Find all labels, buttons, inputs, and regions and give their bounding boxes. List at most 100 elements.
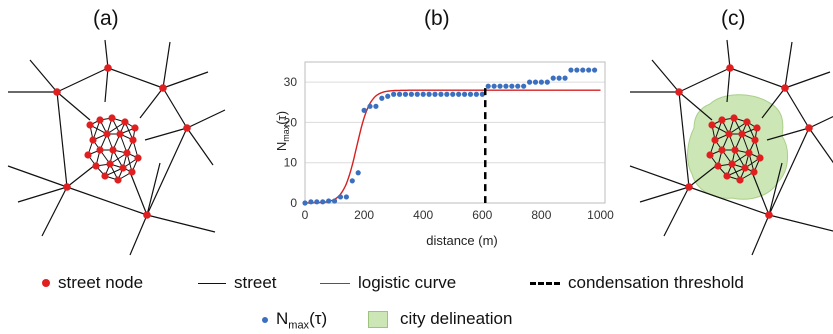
street-node (103, 130, 111, 138)
y-axis-title: Nmax(τ) (274, 111, 291, 151)
nmax-point (349, 178, 355, 184)
street-segment (146, 214, 216, 233)
panel-a-label: (a) (93, 7, 119, 30)
nmax-point (473, 91, 479, 97)
street-node (101, 172, 109, 180)
street-segment (678, 91, 713, 121)
nmax-point (491, 83, 497, 89)
street-segment (146, 162, 161, 216)
street-segment (651, 59, 680, 93)
street-node (743, 118, 751, 126)
legend-city: city delineation (368, 309, 512, 329)
street-node (753, 124, 761, 132)
street-segment (104, 67, 109, 103)
street-segment (726, 39, 731, 69)
street-node (86, 121, 94, 129)
x-tick-label: 0 (302, 208, 309, 222)
street-node (730, 114, 738, 122)
threshold-dash-icon (530, 281, 560, 285)
nmax-point (408, 91, 414, 97)
street-segment (728, 121, 748, 135)
nmax-point (355, 170, 361, 176)
y-tick-label: 20 (284, 115, 298, 129)
street-node (726, 64, 734, 72)
street-node (756, 154, 764, 162)
street-segment (162, 71, 209, 89)
legend-street: street (198, 273, 277, 293)
street-node (89, 136, 97, 144)
nmax-point (509, 83, 515, 89)
nmax-point (302, 200, 308, 206)
street-segment (56, 67, 109, 93)
y-axis-title-main: N (274, 142, 289, 151)
x-tick-label: 200 (354, 208, 374, 222)
nmax-point (556, 75, 562, 81)
nmax-point (550, 75, 556, 81)
chart-axes: 0 10 20 30 0 200 400 600 800 1000 (284, 61, 614, 222)
y-tick-label: 0 (290, 196, 297, 210)
nmax-point (591, 67, 598, 73)
street-line-icon (198, 282, 226, 284)
x-tick-label: 600 (472, 208, 492, 222)
x-tick-label: 800 (531, 208, 551, 222)
nmax-point (308, 199, 314, 205)
street-node (108, 114, 116, 122)
street-segment (808, 127, 833, 164)
street-node (706, 151, 714, 159)
nmax-point (432, 91, 438, 97)
street-segment (629, 165, 690, 188)
nmax-point (426, 91, 432, 97)
legend-nmax: Nmax(τ) (262, 309, 327, 331)
street-segment (162, 87, 188, 129)
street-segment (768, 214, 833, 232)
nmax-point (461, 91, 468, 97)
street-segment (784, 87, 810, 129)
nmax-point (444, 91, 450, 97)
street-segment (129, 214, 148, 256)
street-node (725, 130, 733, 138)
x-tick-label: 1000 (587, 208, 614, 222)
logistic-line-icon (320, 282, 350, 284)
street-segment (729, 67, 786, 89)
street-segment (186, 127, 214, 166)
nmax-point (532, 79, 539, 85)
street-segment (66, 186, 148, 216)
street-segment (751, 171, 770, 216)
street-node (741, 164, 749, 172)
nmax-point (467, 91, 474, 97)
street-node (129, 136, 137, 144)
nmax-point (320, 199, 326, 205)
street-node (143, 211, 151, 219)
nmax-point (544, 79, 550, 85)
street-node (731, 146, 739, 154)
street-node (159, 84, 167, 92)
street-segment (768, 127, 810, 216)
y-tick-label: 10 (284, 156, 298, 170)
street-node (675, 88, 683, 96)
nmax-point (337, 194, 344, 200)
street-segment (678, 67, 731, 93)
street-node (745, 149, 753, 157)
street-node (109, 146, 117, 154)
chart-series (302, 67, 601, 206)
street-node (708, 121, 716, 129)
street-segment (139, 87, 164, 119)
nmax-point (568, 67, 574, 73)
street-node (116, 130, 124, 138)
street-node (84, 151, 92, 159)
nmax-point (414, 91, 420, 97)
nmax-point (526, 79, 533, 85)
nmax-point (438, 91, 444, 97)
street-segment (766, 127, 810, 141)
street-node (714, 162, 722, 170)
legend-street-node: street node (42, 273, 143, 293)
street-segment (639, 186, 690, 203)
x-tick-label: 400 (413, 208, 433, 222)
street-segment (784, 71, 831, 89)
street-node-icon (42, 279, 50, 287)
nmax-point (479, 91, 485, 97)
street-node (781, 84, 789, 92)
street-segment (56, 91, 91, 121)
